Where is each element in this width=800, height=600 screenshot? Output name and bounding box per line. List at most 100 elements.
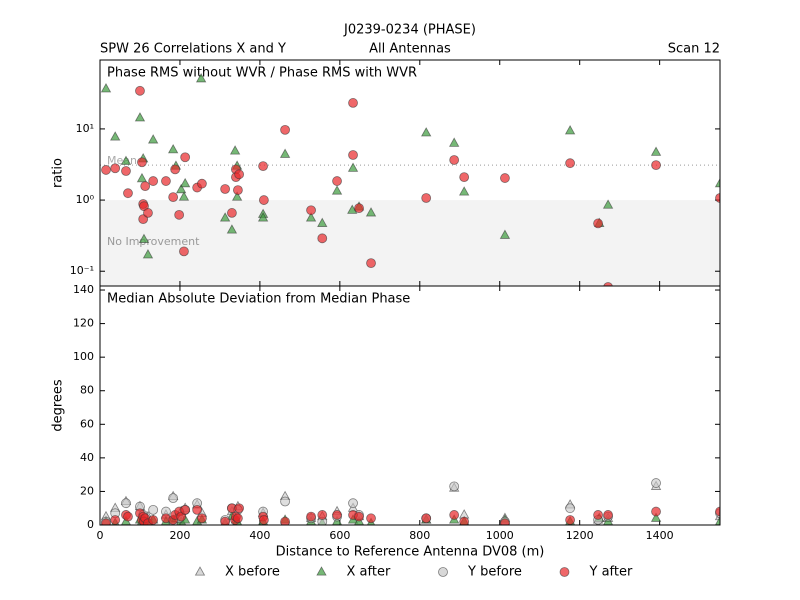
point <box>233 185 243 196</box>
point <box>257 212 269 222</box>
point <box>421 193 432 203</box>
point <box>168 192 179 203</box>
point <box>280 516 290 525</box>
point <box>195 73 207 83</box>
point <box>123 188 133 199</box>
point <box>234 503 245 514</box>
point <box>332 176 342 186</box>
point <box>197 178 207 189</box>
plot-frame <box>99 285 721 526</box>
point <box>227 208 237 218</box>
point <box>180 504 191 515</box>
point <box>192 504 203 515</box>
point <box>714 515 720 525</box>
x-tick-label: 1200 <box>566 529 594 542</box>
point <box>229 145 241 155</box>
legend-label: X before <box>225 565 280 580</box>
point <box>602 199 614 209</box>
y-tick-label: 40 <box>80 451 94 464</box>
left-label: SPW 26 Correlations X and Y <box>100 42 286 57</box>
point <box>280 124 290 135</box>
point <box>565 158 575 169</box>
point <box>449 155 460 165</box>
point <box>317 233 328 244</box>
point <box>651 478 661 488</box>
point <box>178 191 190 201</box>
point <box>148 504 159 515</box>
point <box>175 183 187 194</box>
x-tick-label: 1000 <box>486 529 514 542</box>
point <box>101 165 111 175</box>
point <box>593 510 603 520</box>
point <box>306 205 316 216</box>
point <box>305 212 317 222</box>
point <box>279 148 291 158</box>
y-tick-label: 140 <box>73 283 94 296</box>
point <box>167 143 179 154</box>
point <box>651 160 661 171</box>
point <box>134 112 146 122</box>
legend-label: Y before <box>467 565 522 580</box>
point <box>143 208 153 218</box>
point <box>231 191 243 201</box>
point <box>317 217 328 227</box>
y-tick-label: 10⁻¹ <box>70 264 94 277</box>
legend-marker <box>559 567 570 577</box>
point <box>140 181 151 192</box>
point <box>110 163 121 174</box>
point <box>220 516 231 525</box>
legend-label: X after <box>347 565 391 580</box>
point <box>603 282 613 286</box>
point <box>714 177 720 188</box>
panel-title: Median Absolute Deviation from Median Ph… <box>107 292 410 307</box>
point <box>121 498 131 509</box>
point <box>650 146 662 156</box>
point <box>110 515 121 525</box>
point <box>110 131 121 141</box>
point <box>148 515 159 525</box>
point <box>715 506 720 517</box>
legend-marker <box>316 566 327 576</box>
point <box>332 510 342 520</box>
point <box>354 511 364 522</box>
point <box>459 172 470 183</box>
point <box>233 513 243 524</box>
point <box>120 155 132 165</box>
legend-marker <box>438 567 448 577</box>
point <box>170 164 181 175</box>
legend: X before X after Y before Y after <box>194 565 633 580</box>
y-axis-label: degrees <box>51 379 66 432</box>
point <box>180 152 191 163</box>
y-tick-label: 120 <box>73 317 94 330</box>
point <box>148 176 159 186</box>
point <box>280 496 290 507</box>
point <box>174 209 185 220</box>
point <box>449 510 460 520</box>
point <box>365 207 377 217</box>
point <box>100 83 112 93</box>
point <box>421 513 432 524</box>
point <box>147 134 159 144</box>
point <box>136 172 148 183</box>
point <box>348 498 358 509</box>
point <box>347 162 359 172</box>
point <box>226 224 238 234</box>
point <box>306 511 316 522</box>
points <box>100 73 720 286</box>
x-tick-label: 1400 <box>646 529 674 542</box>
y-tick-label: 60 <box>80 417 94 430</box>
point <box>123 511 133 522</box>
point <box>348 98 358 108</box>
y-tick-label: 10¹ <box>76 122 94 135</box>
point <box>449 481 460 492</box>
x-tick-label: 400 <box>249 529 270 542</box>
point <box>458 186 470 196</box>
point <box>258 195 269 205</box>
point <box>499 229 511 239</box>
point <box>603 510 613 520</box>
y-tick-label: 0 <box>87 518 94 531</box>
point <box>137 157 147 168</box>
points <box>100 478 720 525</box>
right-label: Scan 12 <box>668 42 720 57</box>
